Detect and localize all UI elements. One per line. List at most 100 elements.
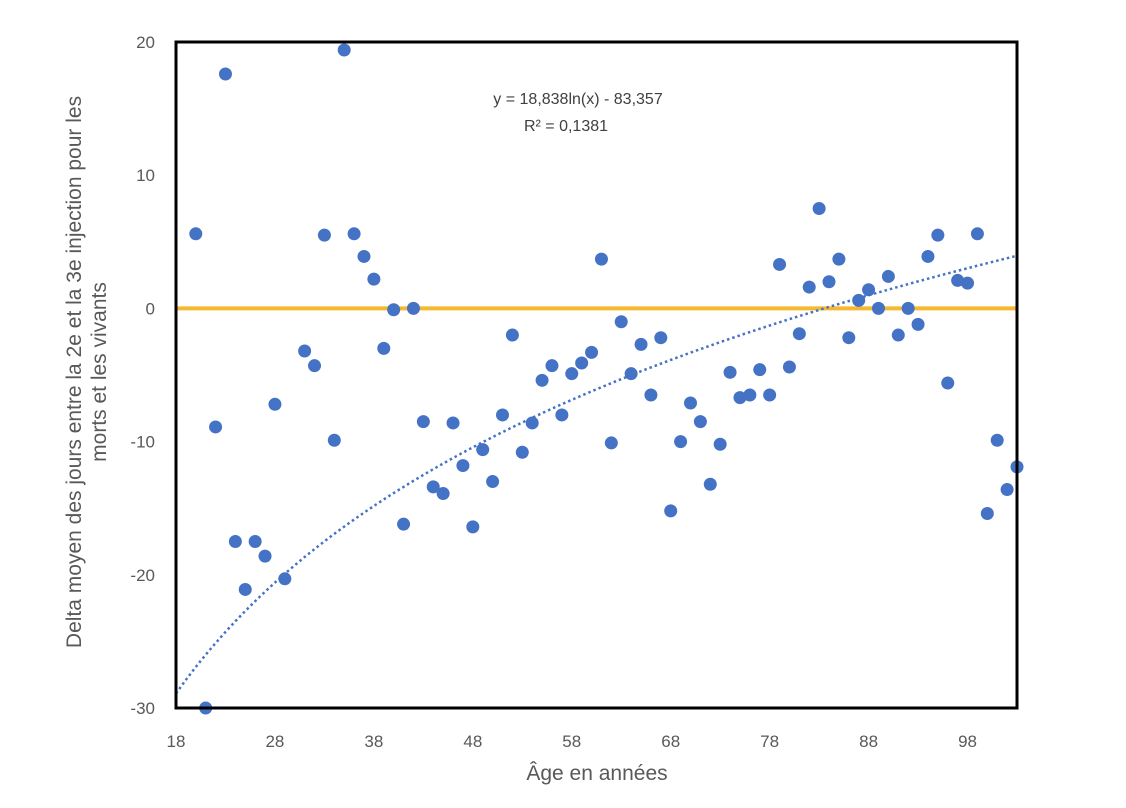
data-point — [693, 415, 707, 429]
data-point — [416, 415, 430, 429]
data-point — [703, 477, 717, 491]
data-point — [317, 228, 331, 242]
data-point — [248, 535, 262, 548]
data-point — [238, 582, 252, 596]
data-point — [209, 420, 223, 434]
data-point — [891, 328, 905, 342]
data-point — [327, 433, 341, 447]
data-point — [347, 227, 361, 241]
x-tick-label: 88 — [859, 732, 878, 751]
data-point — [189, 227, 203, 241]
data-point — [911, 317, 925, 331]
data-point — [594, 252, 608, 266]
data-point — [565, 367, 579, 381]
data-point — [624, 367, 638, 381]
data-point — [258, 549, 272, 563]
data-point — [713, 437, 727, 451]
data-point — [357, 249, 371, 263]
plot-frame — [174, 40, 1019, 710]
x-tick-label: 98 — [958, 732, 977, 751]
data-point — [466, 520, 480, 534]
data-point — [1000, 483, 1014, 497]
x-tick-label: 48 — [463, 732, 482, 751]
data-point — [753, 363, 767, 377]
y-tick-label: 20 — [136, 33, 155, 52]
data-point — [545, 359, 559, 373]
data-points — [189, 43, 1024, 715]
data-point — [387, 303, 401, 317]
data-point — [792, 327, 806, 341]
data-point — [575, 356, 589, 370]
data-point — [585, 345, 599, 359]
data-point — [674, 435, 688, 449]
data-point — [822, 275, 836, 289]
data-point — [862, 283, 876, 297]
data-point — [476, 443, 490, 457]
y-tick-label: 10 — [136, 166, 155, 185]
x-tick-label: 58 — [562, 732, 581, 751]
data-point — [446, 416, 460, 430]
data-point — [683, 396, 697, 410]
data-point — [298, 344, 312, 358]
y-tick-label: -20 — [130, 566, 155, 585]
y-axis-title-line-2: morts et les vivants — [88, 282, 111, 462]
trendline-r2: R² = 0,1381 — [524, 118, 608, 135]
data-point — [654, 331, 668, 345]
data-point — [773, 257, 787, 271]
data-point — [604, 436, 618, 450]
data-point — [802, 280, 816, 294]
data-point — [782, 360, 796, 374]
data-point — [218, 67, 232, 81]
data-point — [743, 388, 757, 402]
trendline-equation: y = 18,838ln(x) - 83,357 — [493, 91, 663, 108]
data-point — [961, 276, 975, 290]
data-point — [921, 249, 935, 263]
data-point — [852, 293, 866, 307]
data-point — [881, 269, 895, 283]
y-axis-ticks: -30 -20 -10 0 10 20 — [130, 33, 155, 718]
data-point — [664, 504, 678, 518]
x-tick-label: 38 — [364, 732, 383, 751]
data-point — [367, 272, 381, 286]
data-point — [812, 202, 826, 215]
y-axis-title-line-1: Delta moyen des jours entre la 2e et la … — [63, 96, 86, 648]
data-point — [644, 388, 658, 402]
y-tick-label: -30 — [130, 699, 155, 718]
y-axis-title: Delta moyen des jours entre la 2e et la … — [63, 96, 111, 648]
data-point — [426, 480, 440, 494]
x-axis-title: Âge en années — [526, 762, 667, 785]
data-point — [436, 487, 450, 501]
data-point — [456, 459, 470, 473]
y-tick-label: 0 — [146, 299, 155, 318]
data-point — [723, 365, 737, 379]
data-point — [871, 301, 885, 315]
data-point — [337, 43, 351, 57]
data-point — [406, 301, 420, 315]
data-point — [228, 535, 242, 548]
data-point — [931, 228, 945, 242]
data-point — [525, 416, 539, 430]
y-tick-label: -10 — [130, 433, 155, 452]
data-point — [614, 315, 628, 329]
data-point — [308, 359, 322, 373]
data-point — [486, 475, 500, 489]
data-point — [951, 273, 965, 287]
data-point — [535, 373, 549, 387]
data-point — [515, 445, 529, 459]
data-point — [941, 376, 955, 390]
data-point — [980, 507, 994, 521]
data-point — [397, 517, 411, 531]
data-point — [278, 572, 292, 586]
data-point — [505, 328, 519, 342]
data-point — [496, 408, 510, 422]
data-point — [377, 341, 391, 355]
x-tick-label: 68 — [661, 732, 680, 751]
data-point — [763, 388, 777, 402]
data-point — [970, 227, 984, 241]
x-tick-label: 78 — [760, 732, 779, 751]
data-point — [634, 337, 648, 351]
data-point — [555, 408, 569, 422]
data-point — [268, 397, 282, 411]
